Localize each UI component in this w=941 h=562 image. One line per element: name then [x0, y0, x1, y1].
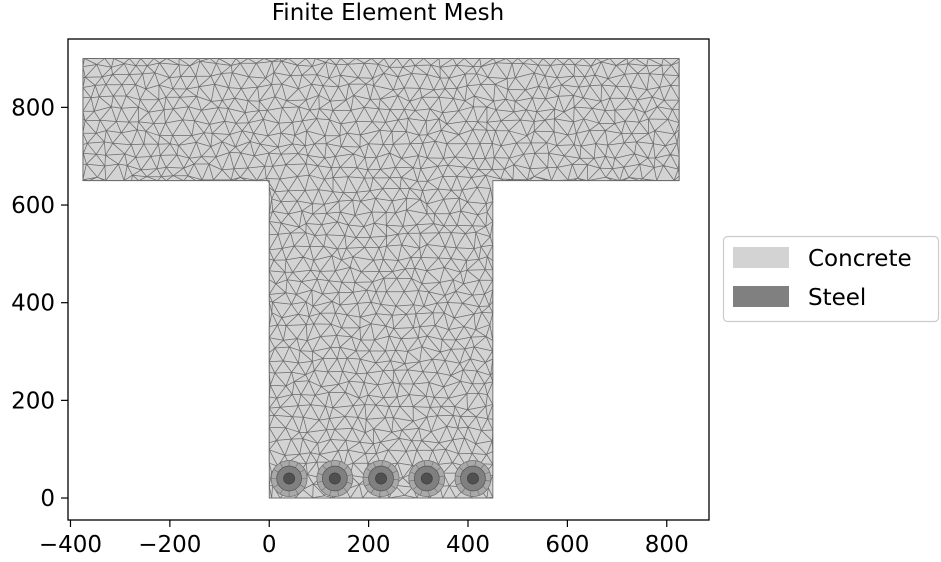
steel-bar — [454, 460, 492, 497]
y-tick-label: 800 — [11, 95, 55, 121]
steel-bars — [270, 460, 492, 497]
steel-bar — [316, 460, 354, 497]
x-tick-label: −400 — [39, 532, 102, 558]
legend-swatch-steel — [733, 286, 789, 307]
steel-bar — [362, 460, 400, 497]
x-tick-label: 200 — [347, 532, 391, 558]
y-tick-label: 600 — [11, 193, 55, 219]
legend: Concrete Steel — [722, 235, 940, 323]
legend-swatch-concrete — [733, 247, 789, 268]
x-tick-label: 400 — [446, 532, 490, 558]
mesh-edges — [82, 58, 680, 499]
steel-bar — [270, 460, 308, 497]
plot-area — [82, 58, 680, 499]
x-tick-label: −200 — [138, 532, 201, 558]
y-tick-label: 200 — [11, 388, 55, 414]
concrete-region — [82, 58, 680, 499]
x-tick-label: 600 — [545, 532, 589, 558]
x-tick-label: 800 — [645, 532, 689, 558]
x-tick-label: 0 — [262, 532, 277, 558]
concrete-mesh — [82, 58, 680, 499]
y-tick-label: 400 — [11, 291, 55, 317]
legend-label-concrete: Concrete — [808, 246, 912, 272]
y-axis: 0 200 400 600 800 — [11, 95, 68, 512]
x-axis: −400 −200 0 200 400 600 800 — [39, 520, 689, 558]
y-tick-label: 0 — [40, 486, 55, 512]
steel-bar — [408, 460, 446, 497]
plot-frame — [67, 38, 710, 521]
chart-title: Finite Element Mesh — [272, 0, 504, 26]
legend-label-steel: Steel — [808, 285, 866, 311]
